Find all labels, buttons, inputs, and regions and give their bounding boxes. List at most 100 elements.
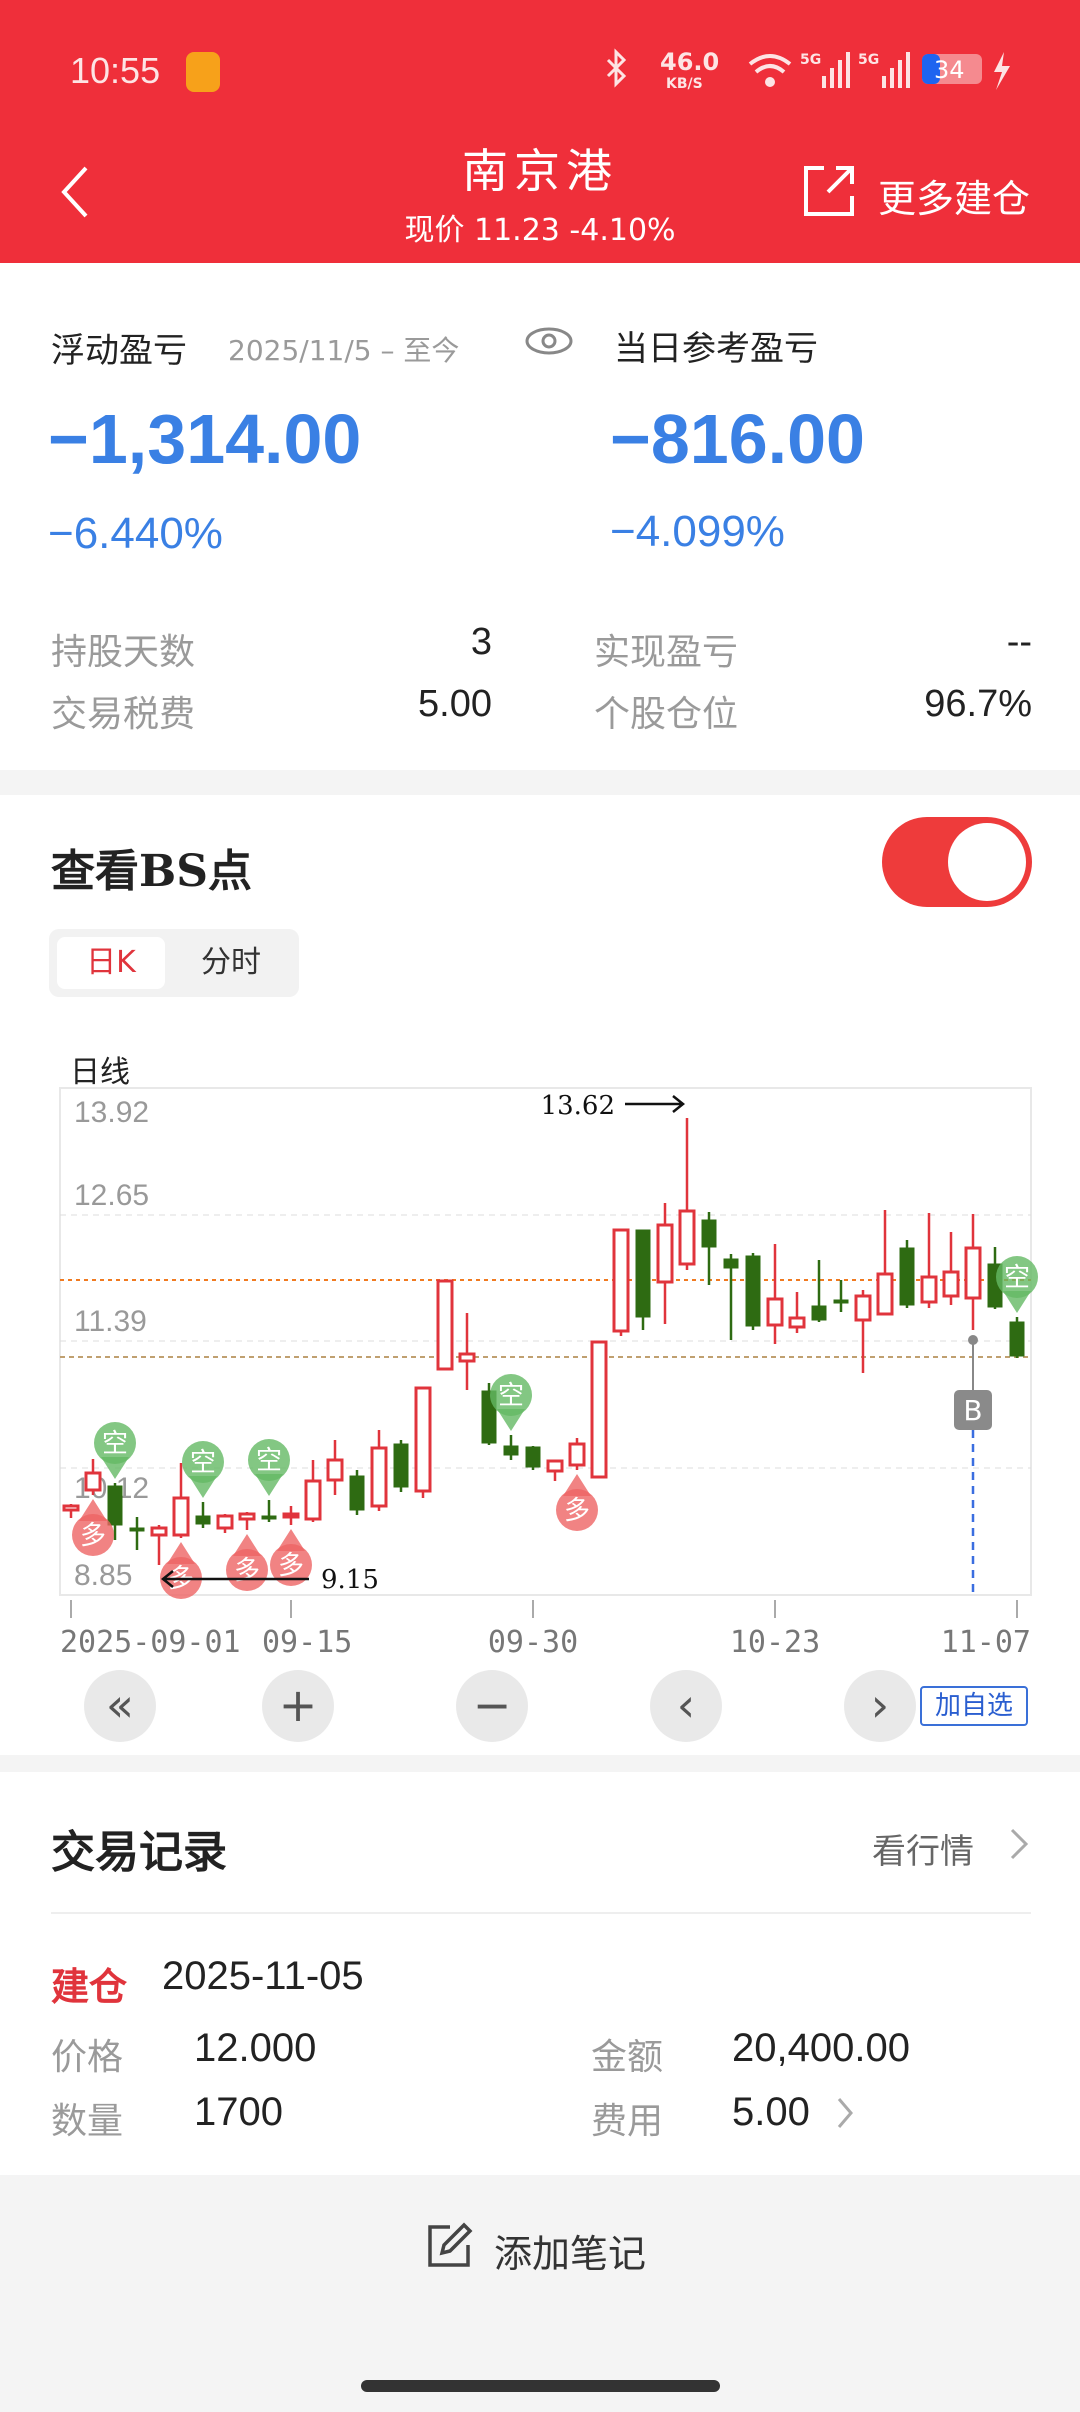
back-button[interactable] xyxy=(56,162,96,222)
svg-text:空: 空 xyxy=(1004,1263,1030,1293)
svg-text:多: 多 xyxy=(234,1556,260,1586)
candle xyxy=(745,1253,761,1330)
svg-text:空: 空 xyxy=(498,1381,524,1411)
candle xyxy=(766,1244,784,1344)
long-signal-marker[interactable]: 多 xyxy=(556,1474,598,1531)
signal-icon xyxy=(882,52,910,88)
y-tick-label: 11.39 xyxy=(74,1305,147,1338)
candle xyxy=(326,1440,344,1495)
eye-icon[interactable] xyxy=(524,323,574,359)
tax-fee-value: 5.00 xyxy=(418,683,492,725)
top-bar: 10:55 46.0 KB/S 5G 5G 34 南京港 现价 11.23 -4… xyxy=(0,0,1080,263)
candle xyxy=(261,1500,277,1522)
bs-toggle[interactable] xyxy=(882,817,1032,907)
amount-value: 20,400.00 xyxy=(732,2026,910,2070)
signal-label: 5G xyxy=(858,52,879,68)
float-period: 2025/11/5 – 至今 xyxy=(228,334,460,367)
home-indicator[interactable] xyxy=(361,2380,720,2392)
candle xyxy=(414,1386,432,1498)
tab-daily-k[interactable]: 日K xyxy=(57,937,165,989)
view-market-link[interactable]: 看行情 xyxy=(872,1832,974,1872)
candle xyxy=(833,1280,849,1312)
chevron-right-icon xyxy=(1010,1828,1029,1860)
long-signal-marker[interactable]: 多 xyxy=(270,1529,312,1586)
kline-chart[interactable]: 13.9212.6511.3910.128.852025-09-0109-150… xyxy=(0,1040,1080,1680)
candle xyxy=(238,1512,256,1530)
float-pnl-label: 浮动盈亏 xyxy=(51,331,187,371)
realized-pnl-label: 实现盈亏 xyxy=(594,632,739,673)
candle xyxy=(62,1504,80,1518)
buy-marker-dot xyxy=(968,1335,978,1345)
candle xyxy=(458,1313,476,1390)
current-price: 现价 11.23 -4.10% xyxy=(404,213,676,248)
short-signal-marker[interactable]: 空 xyxy=(94,1422,136,1479)
long-signal-marker[interactable]: 多 xyxy=(226,1534,268,1591)
candle xyxy=(370,1430,388,1511)
day-pnl-value: −816.00 xyxy=(610,400,865,478)
signal-label: 5G xyxy=(800,52,821,68)
float-pnl-value: −1,314.00 xyxy=(48,400,362,478)
short-signal-marker[interactable]: 空 xyxy=(182,1441,224,1498)
buy-marker[interactable]: B xyxy=(954,1390,992,1430)
chevron-right-icon xyxy=(837,2098,853,2128)
float-pnl-pct: −6.440% xyxy=(48,509,223,558)
candle xyxy=(282,1506,300,1525)
candle xyxy=(1009,1317,1025,1358)
candle xyxy=(195,1502,211,1528)
candle xyxy=(656,1203,674,1324)
more-positions-button[interactable]: 更多建仓 xyxy=(878,177,1031,221)
short-signal-marker[interactable]: 空 xyxy=(996,1256,1038,1313)
fee-value: 5.00 xyxy=(732,2090,810,2134)
scroll-left-button[interactable]: ‹ xyxy=(650,1670,722,1742)
signal-icon xyxy=(822,52,850,88)
app-notification-icon xyxy=(186,52,220,92)
realized-pnl-value: -- xyxy=(1006,621,1032,663)
rewind-button[interactable]: « xyxy=(84,1670,156,1742)
stock-title: 南京港 xyxy=(462,144,618,198)
position-ratio-label: 个股仓位 xyxy=(594,694,739,735)
external-link-icon[interactable] xyxy=(800,162,858,220)
short-signal-marker[interactable]: 空 xyxy=(490,1374,532,1431)
add-note-button[interactable]: 添加笔记 xyxy=(0,2175,1080,2366)
add-watchlist-button[interactable]: 加自选 xyxy=(920,1686,1028,1726)
long-signal-marker[interactable]: 多 xyxy=(72,1499,114,1556)
status-icons: 46.0 KB/S 5G 5G 34 xyxy=(606,48,1010,92)
tab-intraday[interactable]: 分时 xyxy=(201,945,261,980)
add-note-label: 添加笔记 xyxy=(494,2232,647,2276)
min-arrow-icon xyxy=(160,1570,309,1588)
candle xyxy=(899,1240,915,1308)
pnl-card: 浮动盈亏 2025/11/5 – 至今 当日参考盈亏 −1,314.00 −81… xyxy=(0,263,1080,770)
candle xyxy=(612,1228,630,1336)
short-signal-marker[interactable]: 空 xyxy=(248,1439,290,1496)
divider xyxy=(51,1912,1031,1914)
candle xyxy=(172,1463,190,1538)
max-price-label: 13.62 xyxy=(541,1091,615,1121)
candle xyxy=(811,1260,827,1322)
qty-label: 数量 xyxy=(51,2101,124,2142)
net-unit: KB/S xyxy=(666,76,703,92)
price-value: 12.000 xyxy=(194,2026,317,2070)
bluetooth-icon xyxy=(606,48,627,88)
price-label: 价格 xyxy=(51,2037,124,2078)
candle xyxy=(107,1483,123,1540)
svg-text:空: 空 xyxy=(102,1429,128,1459)
candle xyxy=(304,1460,322,1522)
x-tick-label: 09-30 xyxy=(488,1625,578,1660)
bs-title: 查看BS点 xyxy=(51,846,252,897)
candle xyxy=(503,1435,519,1460)
candle xyxy=(525,1446,541,1470)
candle xyxy=(942,1232,960,1305)
candle xyxy=(964,1214,982,1330)
edit-note-icon xyxy=(428,2222,473,2267)
candle xyxy=(788,1292,806,1333)
scroll-right-button[interactable]: › xyxy=(844,1670,916,1742)
y-tick-label: 13.92 xyxy=(74,1096,149,1129)
min-price-label: 9.15 xyxy=(321,1565,379,1595)
zoom-in-button[interactable]: + xyxy=(262,1670,334,1742)
svg-text:B: B xyxy=(963,1394,982,1427)
long-signal-marker[interactable]: 多 xyxy=(160,1542,202,1599)
zoom-out-button[interactable]: − xyxy=(456,1670,528,1742)
x-tick-label: 11-07 xyxy=(941,1625,1031,1660)
candle xyxy=(349,1470,365,1515)
candle xyxy=(590,1340,608,1479)
